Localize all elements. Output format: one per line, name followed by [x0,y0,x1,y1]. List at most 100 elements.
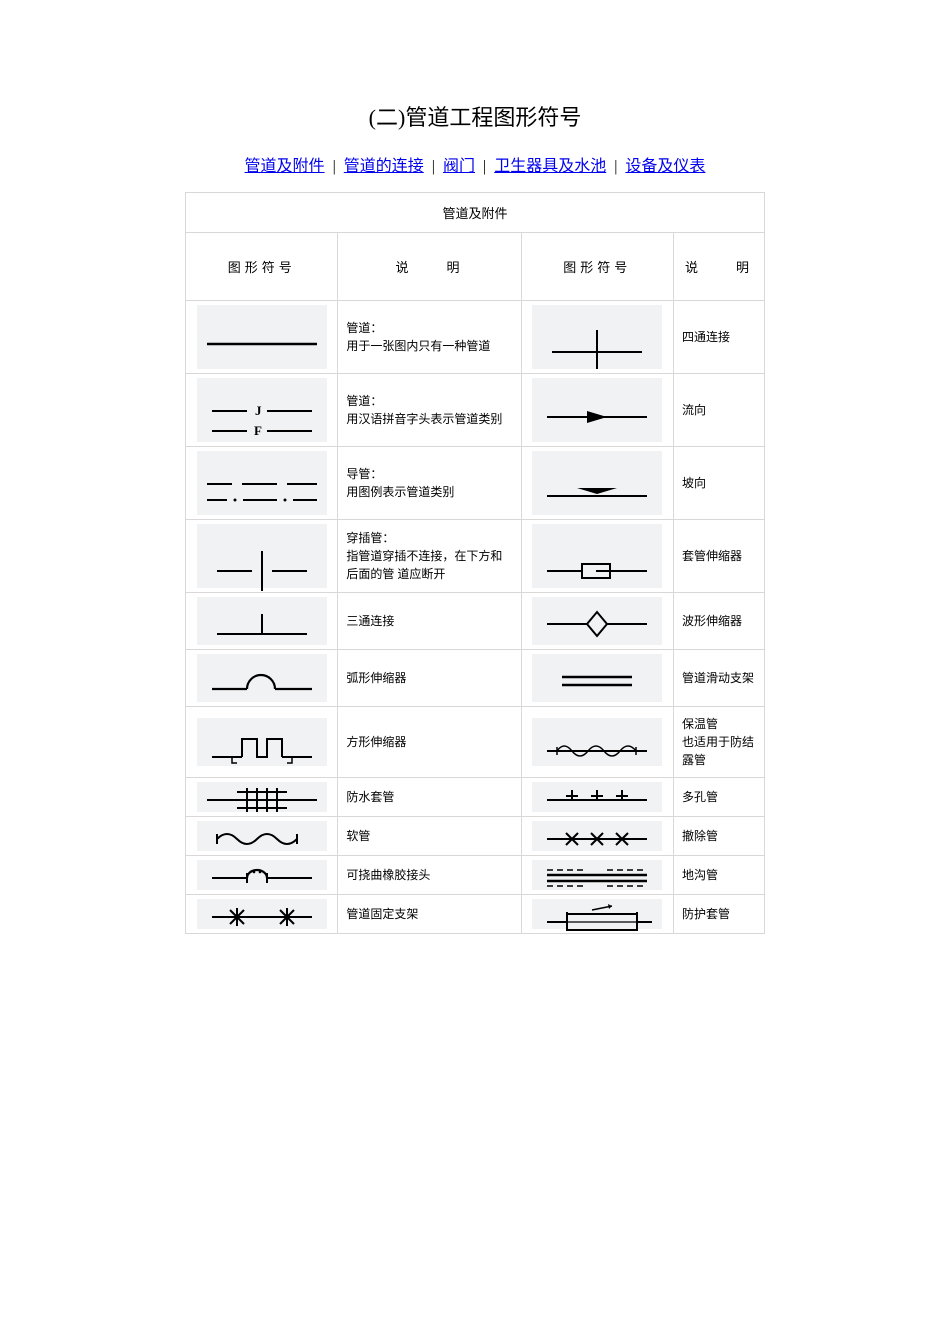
col-header-desc2: 说 明 [673,233,764,301]
symbol-slope-icon [532,455,662,511]
symbol-cell [521,856,673,895]
nav-sep: | [333,158,340,175]
symbol-box [532,378,662,442]
symbol-cell [521,301,673,374]
symbol-cell [186,301,338,374]
desc-cell: 多孔管 [673,778,764,817]
symbol-box [197,378,327,442]
desc-cell: 软管 [338,817,521,856]
symbol-doubleline-icon [532,660,662,696]
table-row: 导管： 用图例表示管道类别 坡向 [186,447,765,520]
table-caption: 管道及附件 [186,193,765,233]
desc-cell: 方形伸缩器 [338,707,521,778]
symbol-cross-icon [532,305,662,369]
symbol-box [197,718,327,766]
symbol-box [532,654,662,702]
symbol-box [532,860,662,890]
col-header-sym2: 图形符号 [521,233,673,301]
symbol-box [197,821,327,851]
table-row: 可挠曲橡胶接头 地沟管 [186,856,765,895]
symbol-box [197,524,327,588]
page-title: (二)管道工程图形符号 [20,100,930,132]
symbol-cell [186,650,338,707]
col-header-desc1: 说 明 [338,233,521,301]
symbol-box [532,451,662,515]
table-row: 管道： 用于一张图内只有一种管道四通连接 [186,301,765,374]
symbol-cell [186,593,338,650]
table-row: 软管撤除管 [186,817,765,856]
symbol-protect-icon [532,897,662,931]
col-header-sym1: 图形符号 [186,233,338,301]
symbol-cell [186,856,338,895]
nav-link-3[interactable]: 卫生器具及水池 [494,158,606,175]
desc-cell: 三通连接 [338,593,521,650]
symbol-box [532,718,662,766]
table-row: 管道固定支架防护套管 [186,895,765,934]
symbol-box [197,451,327,515]
desc-cell: 管道： 用汉语拼音字头表示管道类别 [338,374,521,447]
table-row: 弧形伸缩器 管道滑动支架 [186,650,765,707]
symbol-cell [521,593,673,650]
desc-cell: 套管伸缩器 [673,520,764,593]
symbol-cell [521,520,673,593]
symbol-cell [186,520,338,593]
nav-link-1[interactable]: 管道的连接 [344,158,424,175]
symbol-square-exp-icon [197,720,327,764]
desc-cell: 弧形伸缩器 [338,650,521,707]
symbol-dashdot-icon [197,455,327,511]
symbol-waterproof-icon [197,782,327,812]
nav-sep: | [432,158,439,175]
symbol-cell [521,895,673,934]
desc-cell: 波形伸缩器 [673,593,764,650]
symbol-sleeve-exp-icon [532,520,662,592]
table-row: 穿插管： 指管道穿插不连接，在下方和后面的管 道应断开 套管伸缩器 [186,520,765,593]
symbol-cell [186,778,338,817]
symbols-table: 管道及附件 图形符号 说 明 图形符号 说 明 管道： 用于一张图内只有一种管道… [185,192,765,934]
desc-cell: 管道滑动支架 [673,650,764,707]
desc-cell: 坡向 [673,447,764,520]
symbol-cell [186,447,338,520]
symbol-box [197,597,327,645]
symbol-box [532,305,662,369]
nav-bar: 管道及附件 | 管道的连接 | 阀门 | 卫生器具及水池 | 设备及仪表 [20,152,930,176]
symbol-box [197,305,327,369]
desc-cell: 防水套管 [338,778,521,817]
symbol-cell [186,895,338,934]
symbol-trench-icon [532,860,662,890]
symbol-omega-icon [197,660,327,696]
nav-sep: | [483,158,490,175]
symbol-jf-icon [197,382,327,438]
symbol-cell [521,817,673,856]
symbol-cell [186,374,338,447]
desc-cell: 地沟管 [673,856,764,895]
desc-cell: 可挠曲橡胶接头 [338,856,521,895]
table-row: 方形伸缩器保温管 也适用于防结露管 [186,707,765,778]
symbol-line-icon [197,305,327,369]
symbol-cell [186,707,338,778]
nav-link-0[interactable]: 管道及附件 [245,158,325,175]
nav-sep: | [614,158,621,175]
desc-cell: 管道： 用于一张图内只有一种管道 [338,301,521,374]
symbol-gap-icon [197,520,327,592]
symbol-diamond-icon [532,603,662,639]
table-row: 防水套管 多孔管 [186,778,765,817]
desc-cell: 穿插管： 指管道穿插不连接，在下方和后面的管 道应断开 [338,520,521,593]
symbol-arrow-icon [532,382,662,438]
symbol-box [197,654,327,702]
symbol-hose-icon [197,821,327,851]
symbol-box [532,597,662,645]
symbol-rubber-icon [197,860,327,890]
symbol-cell [521,374,673,447]
symbol-box [197,899,327,929]
table-row: 三通连接 波形伸缩器 [186,593,765,650]
symbol-cell [186,817,338,856]
symbol-tee-icon [197,603,327,639]
desc-cell: 导管： 用图例表示管道类别 [338,447,521,520]
nav-link-4[interactable]: 设备及仪表 [625,158,705,175]
nav-link-2[interactable]: 阀门 [443,158,475,175]
symbol-remove-icon [532,821,662,851]
symbol-multi-icon [532,782,662,812]
symbol-box [532,782,662,812]
symbol-anchor-icon [197,897,327,931]
symbol-cell [521,650,673,707]
